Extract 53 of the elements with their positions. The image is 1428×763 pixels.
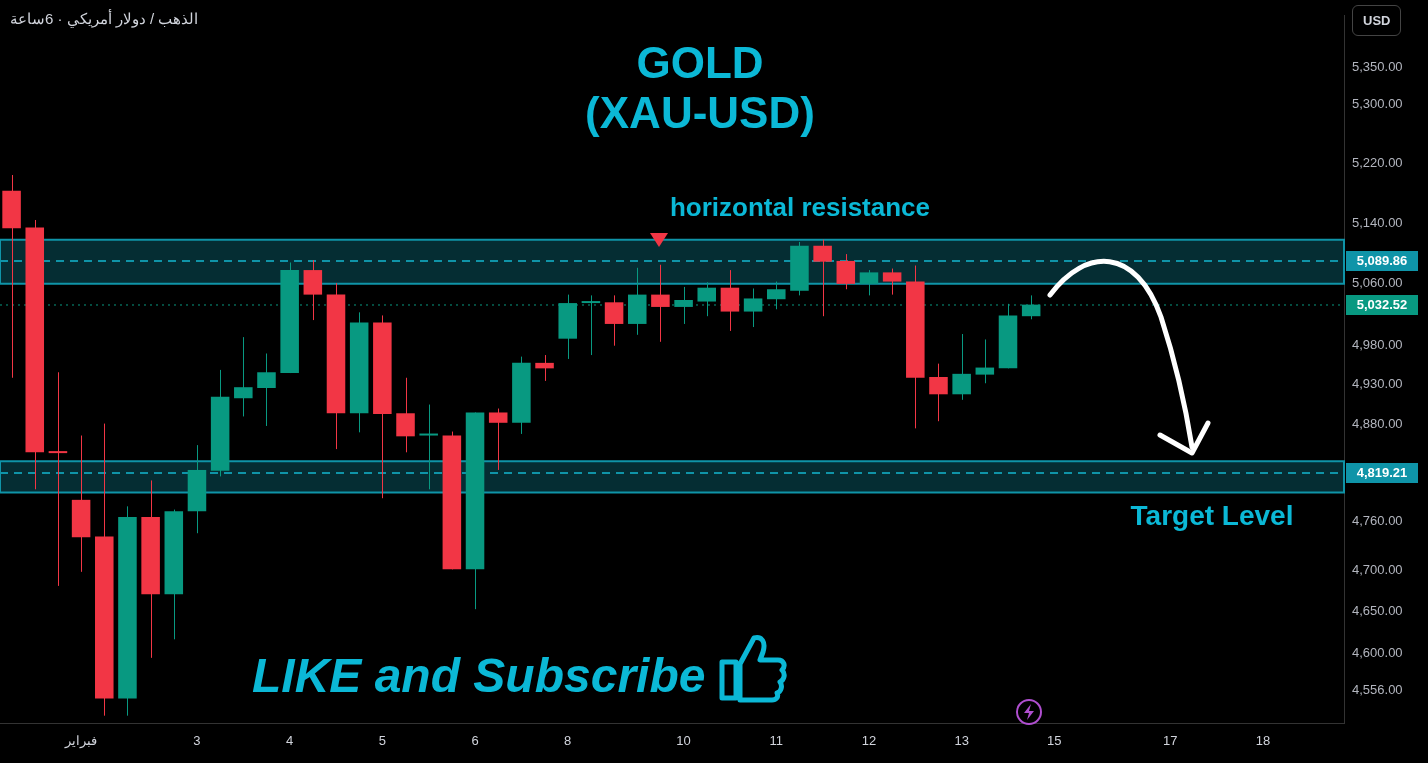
- x-tick-label: 10: [676, 732, 691, 748]
- candlestick: [813, 239, 832, 317]
- y-tick-label: 5,060.00: [1352, 275, 1403, 291]
- candlestick: [859, 269, 879, 296]
- candlestick: [488, 408, 508, 471]
- candlestick: [234, 336, 253, 417]
- candlestick: [48, 371, 68, 587]
- y-tick-label: 4,600.00: [1352, 645, 1403, 661]
- y-tick-label: 4,700.00: [1352, 561, 1403, 577]
- y-tick-label: 4,930.00: [1352, 376, 1403, 392]
- y-tick-label: 4,880.00: [1352, 415, 1403, 431]
- y-tick-label: 5,350.00: [1352, 59, 1403, 75]
- x-tick-label: 5: [378, 732, 386, 748]
- y-tick-label: 5,300.00: [1352, 95, 1403, 111]
- text: (XAU-USD): [584, 88, 816, 138]
- x-tick-label: 6: [471, 732, 479, 748]
- x-tick-label: 3: [193, 732, 201, 748]
- candlestick: [651, 264, 670, 343]
- x-tick-label: 17: [1162, 732, 1178, 748]
- text: USD: [1352, 5, 1402, 36]
- candlestick: [882, 268, 902, 296]
- y-tick-label: 4,760.00: [1352, 512, 1403, 528]
- x-tick-label: 18: [1255, 732, 1271, 748]
- candlestick: [535, 354, 554, 382]
- candlestick: [396, 377, 415, 453]
- x-tick-label: 11: [769, 732, 784, 748]
- candlestick: [952, 333, 971, 401]
- y-tick-label: 5,220.00: [1352, 154, 1403, 170]
- candlestick: [836, 253, 856, 290]
- x-tick-label: 13: [954, 732, 969, 748]
- candlestick: [929, 363, 948, 422]
- candlestick: [975, 338, 995, 384]
- annotation: horizontal resistance: [668, 192, 932, 223]
- y-tick-label: 4,556.00: [1352, 682, 1403, 698]
- candlestick: [419, 404, 438, 490]
- y-tick-label: 4,980.00: [1352, 337, 1403, 353]
- ref-line-label: 4,819.21: [1356, 464, 1408, 480]
- text: GOLD: [635, 38, 765, 88]
- y-tick-label: 5,140.00: [1352, 214, 1403, 230]
- x-tick-label: 8: [564, 732, 572, 748]
- annotation: Target Level: [1129, 500, 1295, 532]
- annotation: الذهب / دولار أمريكي · 6ساعة: [10, 10, 199, 28]
- candlestick: [604, 294, 624, 347]
- candlestick: [720, 269, 740, 332]
- x-tick-label: 4: [286, 732, 294, 748]
- candlestick: [257, 352, 276, 427]
- x-tick-label: 12: [861, 732, 877, 748]
- ref-line-label: 5,032.52: [1356, 296, 1408, 312]
- y-tick-label: 4,650.00: [1352, 603, 1403, 619]
- ref-line-label: 5,089.86: [1356, 252, 1408, 268]
- x-tick-label: 15: [1047, 732, 1062, 748]
- x-tick-label: فبراير: [64, 732, 98, 749]
- annotation: LIKE and Subscribe: [252, 648, 706, 703]
